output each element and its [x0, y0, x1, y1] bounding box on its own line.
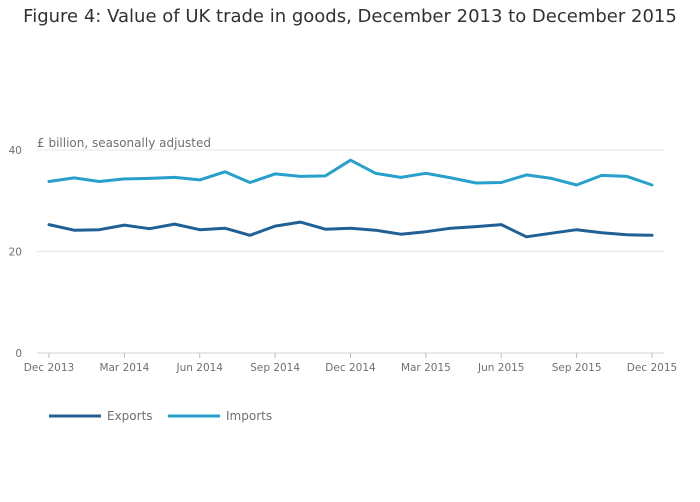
series-line-exports — [47, 220, 654, 239]
x-tick-label: Sep 2014 — [250, 362, 300, 374]
legend-label: Exports — [107, 409, 153, 423]
x-tick-label: Jun 2014 — [176, 362, 224, 374]
x-tick-label: Dec 2014 — [325, 362, 376, 374]
x-tick-label: Jun 2015 — [477, 362, 524, 374]
legend-item-exports[interactable]: Exports — [49, 409, 153, 423]
y-axis-unit-label: £ billion, seasonally adjusted — [37, 136, 211, 150]
x-tick-label: Dec 2013 — [24, 362, 74, 374]
gridlines — [37, 149, 664, 354]
y-tick-label: 40 — [9, 145, 22, 157]
legend-item-imports[interactable]: Imports — [168, 409, 272, 423]
legend: Exports Imports — [49, 409, 272, 423]
chart-title: Figure 4: Value of UK trade in goods, De… — [23, 6, 677, 27]
series-line-imports — [47, 158, 654, 187]
series-lines — [47, 158, 654, 239]
legend-label: Imports — [226, 409, 272, 423]
x-tick-label: Sep 2015 — [552, 362, 602, 374]
x-tick-label: Mar 2014 — [99, 362, 149, 374]
x-tick-label: Dec 2015 — [627, 362, 677, 374]
y-tick-label: 20 — [9, 247, 22, 259]
y-tick-label: 0 — [15, 348, 22, 360]
x-tick-label: Mar 2015 — [401, 362, 451, 374]
axes: 0 20 40 Dec 2013 Mar 2014 Jun 2014 Sep 2014 Dec… — [9, 145, 678, 374]
